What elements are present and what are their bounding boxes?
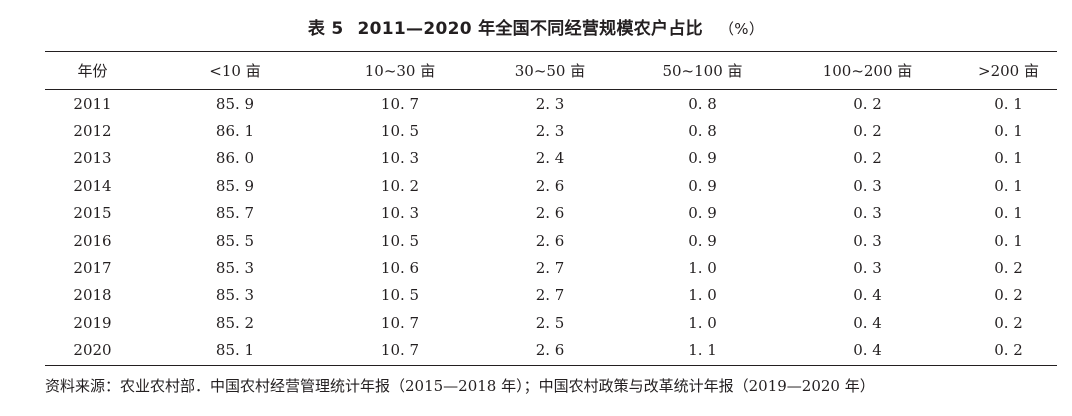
share-cell: 2. 6 [535,231,565,250]
share-cell: 0. 4 [853,341,882,360]
share-cell: 10. 2 [380,176,420,195]
farm-size-share-table: 年份 <10 亩 10~30 亩 30~50 亩 50~100 亩 100~200 亩 >2… [45,52,1057,364]
column-header: 30~50 亩 [514,62,586,80]
share-cell: 1. 0 [688,286,717,305]
share-cell: 2. 6 [535,204,565,223]
year-cell: 2014 [73,176,112,195]
table-header-row: 年份 <10 亩 10~30 亩 30~50 亩 50~100 亩 100~200 亩 >2… [45,52,1057,89]
year-cell: 2020 [73,341,112,360]
share-cell: 2. 5 [535,313,565,332]
table-body: 2011 85. 9 10. 7 2. 3 0. 8 0. 2 0. 1 2012 86. 1 1… [45,89,1057,364]
share-cell: 10. 3 [380,149,420,168]
share-cell: 2. 4 [535,149,565,168]
share-cell: 10. 5 [380,231,420,250]
share-cell: 1. 1 [688,341,717,360]
share-cell: 2. 6 [535,176,565,195]
table-row: 2012 86. 1 10. 5 2. 3 0. 8 0. 2 0. 1 [45,117,1057,144]
share-cell: 0. 9 [688,176,717,195]
table-row: 2014 85. 9 10. 2 2. 6 0. 9 0. 3 0. 1 [45,172,1057,199]
share-cell: 85. 9 [215,94,255,113]
share-cell: 0. 3 [853,231,882,250]
year-cell: 2019 [73,313,112,332]
share-cell: 85. 2 [215,313,255,332]
table-row: 2016 85. 5 10. 5 2. 6 0. 9 0. 3 0. 1 [45,227,1057,254]
share-cell: 0. 2 [994,313,1023,332]
table-caption: 表 5 2011—2020 年全国不同经营规模农户占比 （%） [0,14,1072,39]
share-cell: 2. 3 [535,94,565,113]
column-header: 100~200 亩 [822,62,913,80]
table-row: 2019 85. 2 10. 7 2. 5 1. 0 0. 4 0. 2 [45,309,1057,336]
column-header: <10 亩 [209,62,261,80]
share-cell: 2. 7 [535,286,565,305]
share-cell: 0. 3 [853,204,882,223]
share-cell: 0. 4 [853,313,882,332]
share-cell: 85. 9 [215,176,255,195]
share-cell: 0. 9 [688,204,717,223]
table-row: 2018 85. 3 10. 5 2. 7 1. 0 0. 4 0. 2 [45,282,1057,309]
share-cell: 85. 1 [215,341,255,360]
share-cell: 10. 5 [380,122,420,141]
share-cell: 86. 0 [215,149,255,168]
share-cell: 85. 3 [215,286,255,305]
share-cell: 0. 8 [688,94,717,113]
table-row: 2011 85. 9 10. 7 2. 3 0. 8 0. 2 0. 1 [45,89,1057,117]
share-cell: 10. 7 [380,94,420,113]
share-cell: 0. 2 [994,286,1023,305]
share-cell: 0. 2 [994,341,1023,360]
year-cell: 2012 [73,122,112,141]
share-cell: 0. 9 [688,149,717,168]
source-note: 资料来源：农业农村部．中国农村经营管理统计年报（2015—2018 年）；中国农… [45,377,875,395]
share-cell: 10. 7 [380,341,420,360]
share-cell: 0. 2 [853,122,882,141]
share-cell: 0. 8 [688,122,717,141]
share-cell: 85. 5 [215,231,255,250]
share-cell: 10. 3 [380,204,420,223]
year-cell: 2013 [73,149,112,168]
table-unit: （%） [718,20,765,38]
column-header: 50~100 亩 [662,62,743,80]
table-header-rule [45,89,1057,90]
share-cell: 0. 3 [853,176,882,195]
share-cell: 85. 3 [215,259,255,278]
column-header: 10~30 亩 [364,62,436,80]
table-row: 2020 85. 1 10. 7 2. 6 1. 1 0. 4 0. 2 [45,337,1057,364]
share-cell: 0. 2 [853,149,882,168]
share-cell: 2. 3 [535,122,565,141]
share-cell: 0. 1 [994,94,1023,113]
share-cell: 85. 7 [215,204,255,223]
share-cell: 1. 0 [688,313,717,332]
share-cell: 0. 1 [994,204,1023,223]
share-cell: 0. 1 [994,176,1023,195]
share-cell: 2. 6 [535,341,565,360]
share-cell: 10. 7 [380,313,420,332]
year-cell: 2017 [73,259,112,278]
table-row: 2017 85. 3 10. 6 2. 7 1. 0 0. 3 0. 2 [45,254,1057,281]
share-cell: 0. 2 [853,94,882,113]
share-cell: 0. 1 [994,231,1023,250]
share-cell: 10. 6 [380,259,420,278]
share-cell: 0. 9 [688,231,717,250]
share-cell: 0. 4 [853,286,882,305]
table-row: 2015 85. 7 10. 3 2. 6 0. 9 0. 3 0. 1 [45,200,1057,227]
year-cell: 2015 [73,204,112,223]
table-row: 2013 86. 0 10. 3 2. 4 0. 9 0. 2 0. 1 [45,145,1057,172]
share-cell: 10. 5 [380,286,420,305]
year-cell: 2018 [73,286,112,305]
table-label: 表 5 [307,19,344,39]
table-bottom-rule [45,365,1057,366]
column-header: 年份 [77,62,108,80]
column-header: >200 亩 [978,62,1039,80]
share-cell: 86. 1 [215,122,255,141]
share-cell: 0. 1 [994,149,1023,168]
share-cell: 0. 1 [994,122,1023,141]
share-cell: 1. 0 [688,259,717,278]
share-cell: 0. 2 [994,259,1023,278]
share-cell: 0. 3 [853,259,882,278]
share-cell: 2. 7 [535,259,565,278]
table-title: 2011—2020 年全国不同经营规模农户占比 [357,19,703,39]
table-top-rule [45,51,1057,52]
year-cell: 2016 [73,231,112,250]
year-cell: 2011 [73,94,112,113]
